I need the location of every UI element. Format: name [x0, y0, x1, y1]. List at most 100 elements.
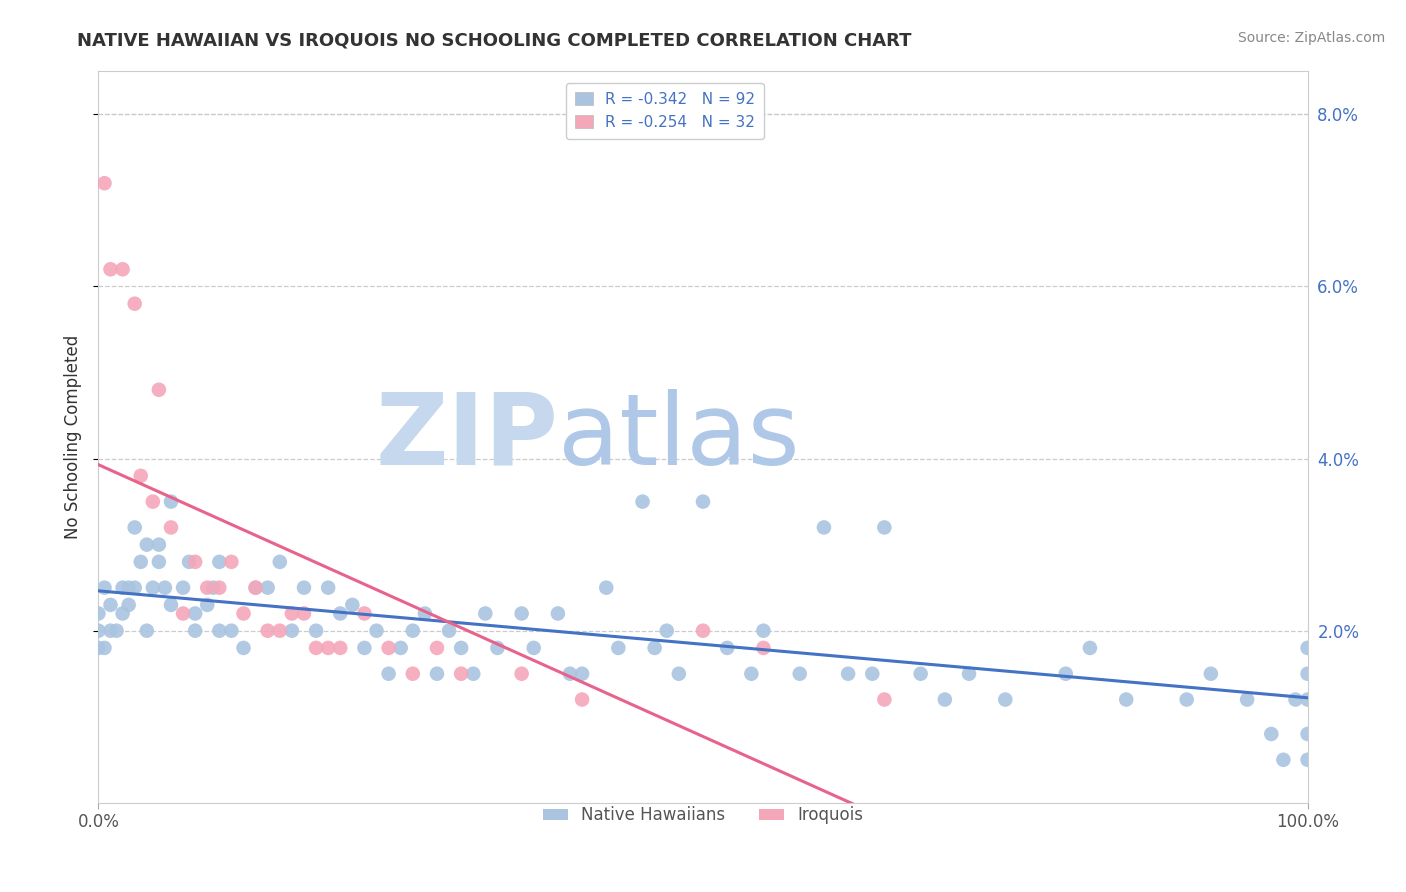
Point — [269, 624, 291, 638]
Point — [93, 176, 115, 190]
Point — [129, 555, 152, 569]
Point — [558, 666, 581, 681]
Point — [195, 581, 218, 595]
Point — [135, 538, 157, 552]
Point — [142, 494, 165, 508]
Point — [342, 598, 364, 612]
Point — [105, 624, 128, 638]
Point — [172, 581, 194, 595]
Point — [1296, 640, 1319, 655]
Point — [692, 624, 714, 638]
Point — [994, 692, 1017, 706]
Point — [1296, 692, 1319, 706]
Point — [450, 666, 472, 681]
Point — [118, 581, 141, 595]
Point — [474, 607, 496, 621]
Point — [100, 598, 122, 612]
Point — [510, 666, 533, 681]
Point — [160, 520, 183, 534]
Point — [426, 640, 449, 655]
Point — [305, 640, 328, 655]
Point — [1296, 753, 1319, 767]
Point — [571, 666, 593, 681]
Point — [124, 520, 146, 534]
Text: Source: ZipAtlas.com: Source: ZipAtlas.com — [1237, 31, 1385, 45]
Point — [202, 581, 225, 595]
Point — [789, 666, 811, 681]
Point — [607, 640, 630, 655]
Y-axis label: No Schooling Completed: No Schooling Completed — [65, 335, 83, 539]
Point — [153, 581, 176, 595]
Text: NATIVE HAWAIIAN VS IROQUOIS NO SCHOOLING COMPLETED CORRELATION CHART: NATIVE HAWAIIAN VS IROQUOIS NO SCHOOLING… — [77, 31, 912, 49]
Point — [1236, 692, 1258, 706]
Point — [179, 555, 201, 569]
Point — [752, 640, 775, 655]
Point — [316, 640, 339, 655]
Point — [208, 581, 231, 595]
Point — [426, 666, 449, 681]
Point — [873, 520, 896, 534]
Point — [631, 494, 654, 508]
Point — [87, 624, 110, 638]
Point — [232, 640, 254, 655]
Point — [111, 607, 134, 621]
Point — [934, 692, 956, 706]
Point — [111, 262, 134, 277]
Point — [910, 666, 932, 681]
Point — [316, 581, 339, 595]
Point — [148, 383, 170, 397]
Point — [1115, 692, 1137, 706]
Point — [118, 598, 141, 612]
Point — [111, 581, 134, 595]
Point — [450, 640, 472, 655]
Point — [305, 624, 328, 638]
Point — [752, 624, 775, 638]
Point — [655, 624, 678, 638]
Point — [269, 555, 291, 569]
Point — [1260, 727, 1282, 741]
Point — [1054, 666, 1077, 681]
Point — [124, 581, 146, 595]
Point — [329, 607, 352, 621]
Text: atlas: atlas — [558, 389, 800, 485]
Point — [93, 640, 115, 655]
Point — [195, 598, 218, 612]
Point — [160, 598, 183, 612]
Point — [353, 640, 375, 655]
Point — [256, 624, 278, 638]
Point — [413, 607, 436, 621]
Point — [292, 607, 315, 621]
Point — [329, 640, 352, 655]
Point — [692, 494, 714, 508]
Point — [860, 666, 883, 681]
Point — [135, 624, 157, 638]
Point — [1296, 666, 1319, 681]
Point — [353, 607, 375, 621]
Point — [281, 607, 304, 621]
Point — [100, 624, 122, 638]
Point — [813, 520, 835, 534]
Point — [100, 262, 122, 277]
Point — [510, 607, 533, 621]
Point — [148, 555, 170, 569]
Point — [87, 607, 110, 621]
Point — [547, 607, 569, 621]
Point — [245, 581, 267, 595]
Point — [1175, 692, 1198, 706]
Point — [160, 494, 183, 508]
Point — [281, 624, 304, 638]
Point — [1199, 666, 1222, 681]
Point — [256, 581, 278, 595]
Point — [142, 581, 165, 595]
Point — [377, 666, 399, 681]
Point — [1078, 640, 1101, 655]
Point — [184, 624, 207, 638]
Point — [716, 640, 738, 655]
Point — [463, 666, 485, 681]
Point — [668, 666, 690, 681]
Point — [523, 640, 546, 655]
Point — [232, 607, 254, 621]
Point — [221, 555, 243, 569]
Point — [172, 607, 194, 621]
Point — [292, 581, 315, 595]
